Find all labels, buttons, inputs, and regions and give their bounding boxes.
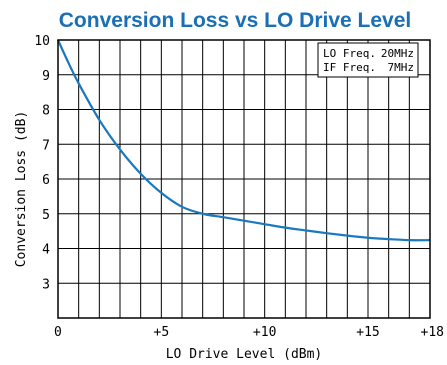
legend-if-value: 7MHz: [388, 61, 415, 74]
y-tick-label: 3: [42, 277, 50, 292]
y-tick-label: 10: [34, 34, 50, 49]
x-axis-label: LO Drive Level (dBm): [166, 347, 323, 362]
x-tick-label: +15: [356, 325, 379, 340]
legend-if-label: IF Freq.: [323, 61, 376, 74]
series-line-conversion-loss: [56, 39, 431, 242]
x-tick-label: +18: [421, 325, 444, 340]
y-tick-labels: 3 4 5 6 7 8 9 10: [34, 34, 50, 292]
x-tick-label: +10: [253, 325, 276, 340]
y-tick-label: 7: [42, 138, 50, 153]
y-tick-label: 5: [42, 208, 50, 223]
y-tick-label: 8: [42, 104, 50, 119]
x-tick-label: 0: [54, 325, 62, 340]
legend-box: LO Freq. 20MHz IF Freq. 7MHz: [317, 42, 419, 78]
plot-frame: [57, 39, 431, 319]
y-axis-label: Conversion Loss (dB): [14, 111, 29, 268]
chart-title: Conversion Loss vs LO Drive Level: [59, 9, 411, 32]
x-tick-label: +5: [154, 325, 170, 340]
x-tick-labels: 0 +5 +10 +15 +18: [54, 325, 444, 340]
y-tick-label: 4: [42, 243, 50, 258]
y-tick-label: 9: [42, 69, 50, 84]
y-tick-label: 6: [42, 173, 50, 188]
legend-lo-value: 20MHz: [381, 47, 414, 60]
legend-lo-label: LO Freq.: [323, 47, 376, 60]
grid: [58, 40, 430, 318]
